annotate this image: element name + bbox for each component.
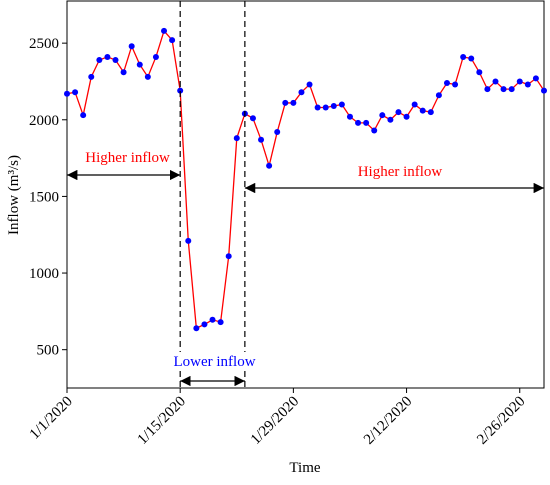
data-point	[161, 27, 168, 34]
data-point	[128, 43, 135, 50]
data-point	[88, 73, 95, 80]
data-point	[225, 253, 232, 260]
data-point	[104, 53, 111, 60]
data-point	[379, 112, 386, 119]
data-point	[266, 162, 273, 169]
data-point	[306, 81, 313, 88]
data-point	[403, 113, 410, 120]
data-point	[112, 57, 119, 64]
x-tick-label: 1/15/2020	[135, 394, 189, 448]
data-point	[282, 99, 289, 106]
data-point	[411, 101, 418, 108]
annotation: Higher inflow	[358, 164, 443, 180]
plot-frame	[66, 0, 545, 389]
data-point	[371, 127, 378, 134]
annotation: Lower inflow	[173, 354, 255, 370]
data-point	[363, 119, 370, 126]
data-point	[258, 136, 265, 143]
data-point	[508, 86, 515, 93]
data-point	[64, 90, 70, 97]
data-point	[387, 116, 394, 123]
data-point	[249, 115, 256, 122]
data-point	[541, 87, 547, 94]
data-point	[524, 81, 531, 88]
x-tick-label: 2/12/2020	[361, 394, 415, 448]
x-tick-label: 1/1/2020	[27, 394, 76, 443]
x-tick-label: 2/26/2020	[474, 394, 528, 448]
data-point	[476, 69, 483, 76]
data-point	[435, 92, 442, 99]
data-point	[419, 107, 426, 114]
data-point	[201, 321, 208, 328]
data-point	[96, 57, 103, 64]
annotation-background	[166, 352, 263, 370]
data-point	[217, 319, 224, 326]
data-point	[516, 78, 523, 85]
data-point	[80, 112, 87, 119]
data-point	[233, 135, 240, 142]
data-point	[492, 78, 499, 85]
data-point	[193, 325, 200, 332]
y-axis-label: Inflow (m³/s)	[6, 155, 22, 235]
data-point	[136, 61, 143, 68]
y-tick-label: 2000	[29, 113, 59, 129]
data-point	[395, 109, 402, 116]
annotation: Higher inflow	[85, 150, 170, 166]
data-point	[274, 129, 281, 136]
data-point	[322, 104, 329, 111]
data-point	[185, 237, 192, 244]
data-point	[177, 87, 184, 94]
data-point	[452, 81, 459, 88]
data-point	[314, 104, 321, 111]
data-point	[468, 55, 475, 62]
data-point	[500, 86, 507, 93]
data-point	[355, 119, 362, 126]
data-point	[298, 89, 305, 96]
y-tick-label: 2500	[29, 36, 59, 52]
data-point	[460, 53, 467, 60]
data-point	[427, 109, 434, 116]
data-point	[338, 101, 345, 108]
x-axis-label: Time	[289, 460, 320, 476]
data-point	[72, 89, 79, 96]
data-line	[66, 29, 545, 330]
data-point	[484, 86, 491, 93]
data-point	[120, 69, 127, 76]
y-tick-label: 500	[37, 343, 60, 359]
y-tick-label: 1000	[29, 266, 59, 282]
data-point	[443, 79, 450, 86]
data-point	[152, 53, 159, 60]
y-tick-label: 1500	[29, 189, 59, 205]
data-point	[346, 113, 353, 120]
x-tick-label: 1/29/2020	[248, 394, 302, 448]
data-point	[169, 37, 176, 44]
data-point	[330, 102, 337, 109]
data-point	[209, 316, 216, 323]
data-point	[144, 73, 151, 80]
data-point	[290, 99, 297, 106]
data-point	[532, 75, 539, 82]
